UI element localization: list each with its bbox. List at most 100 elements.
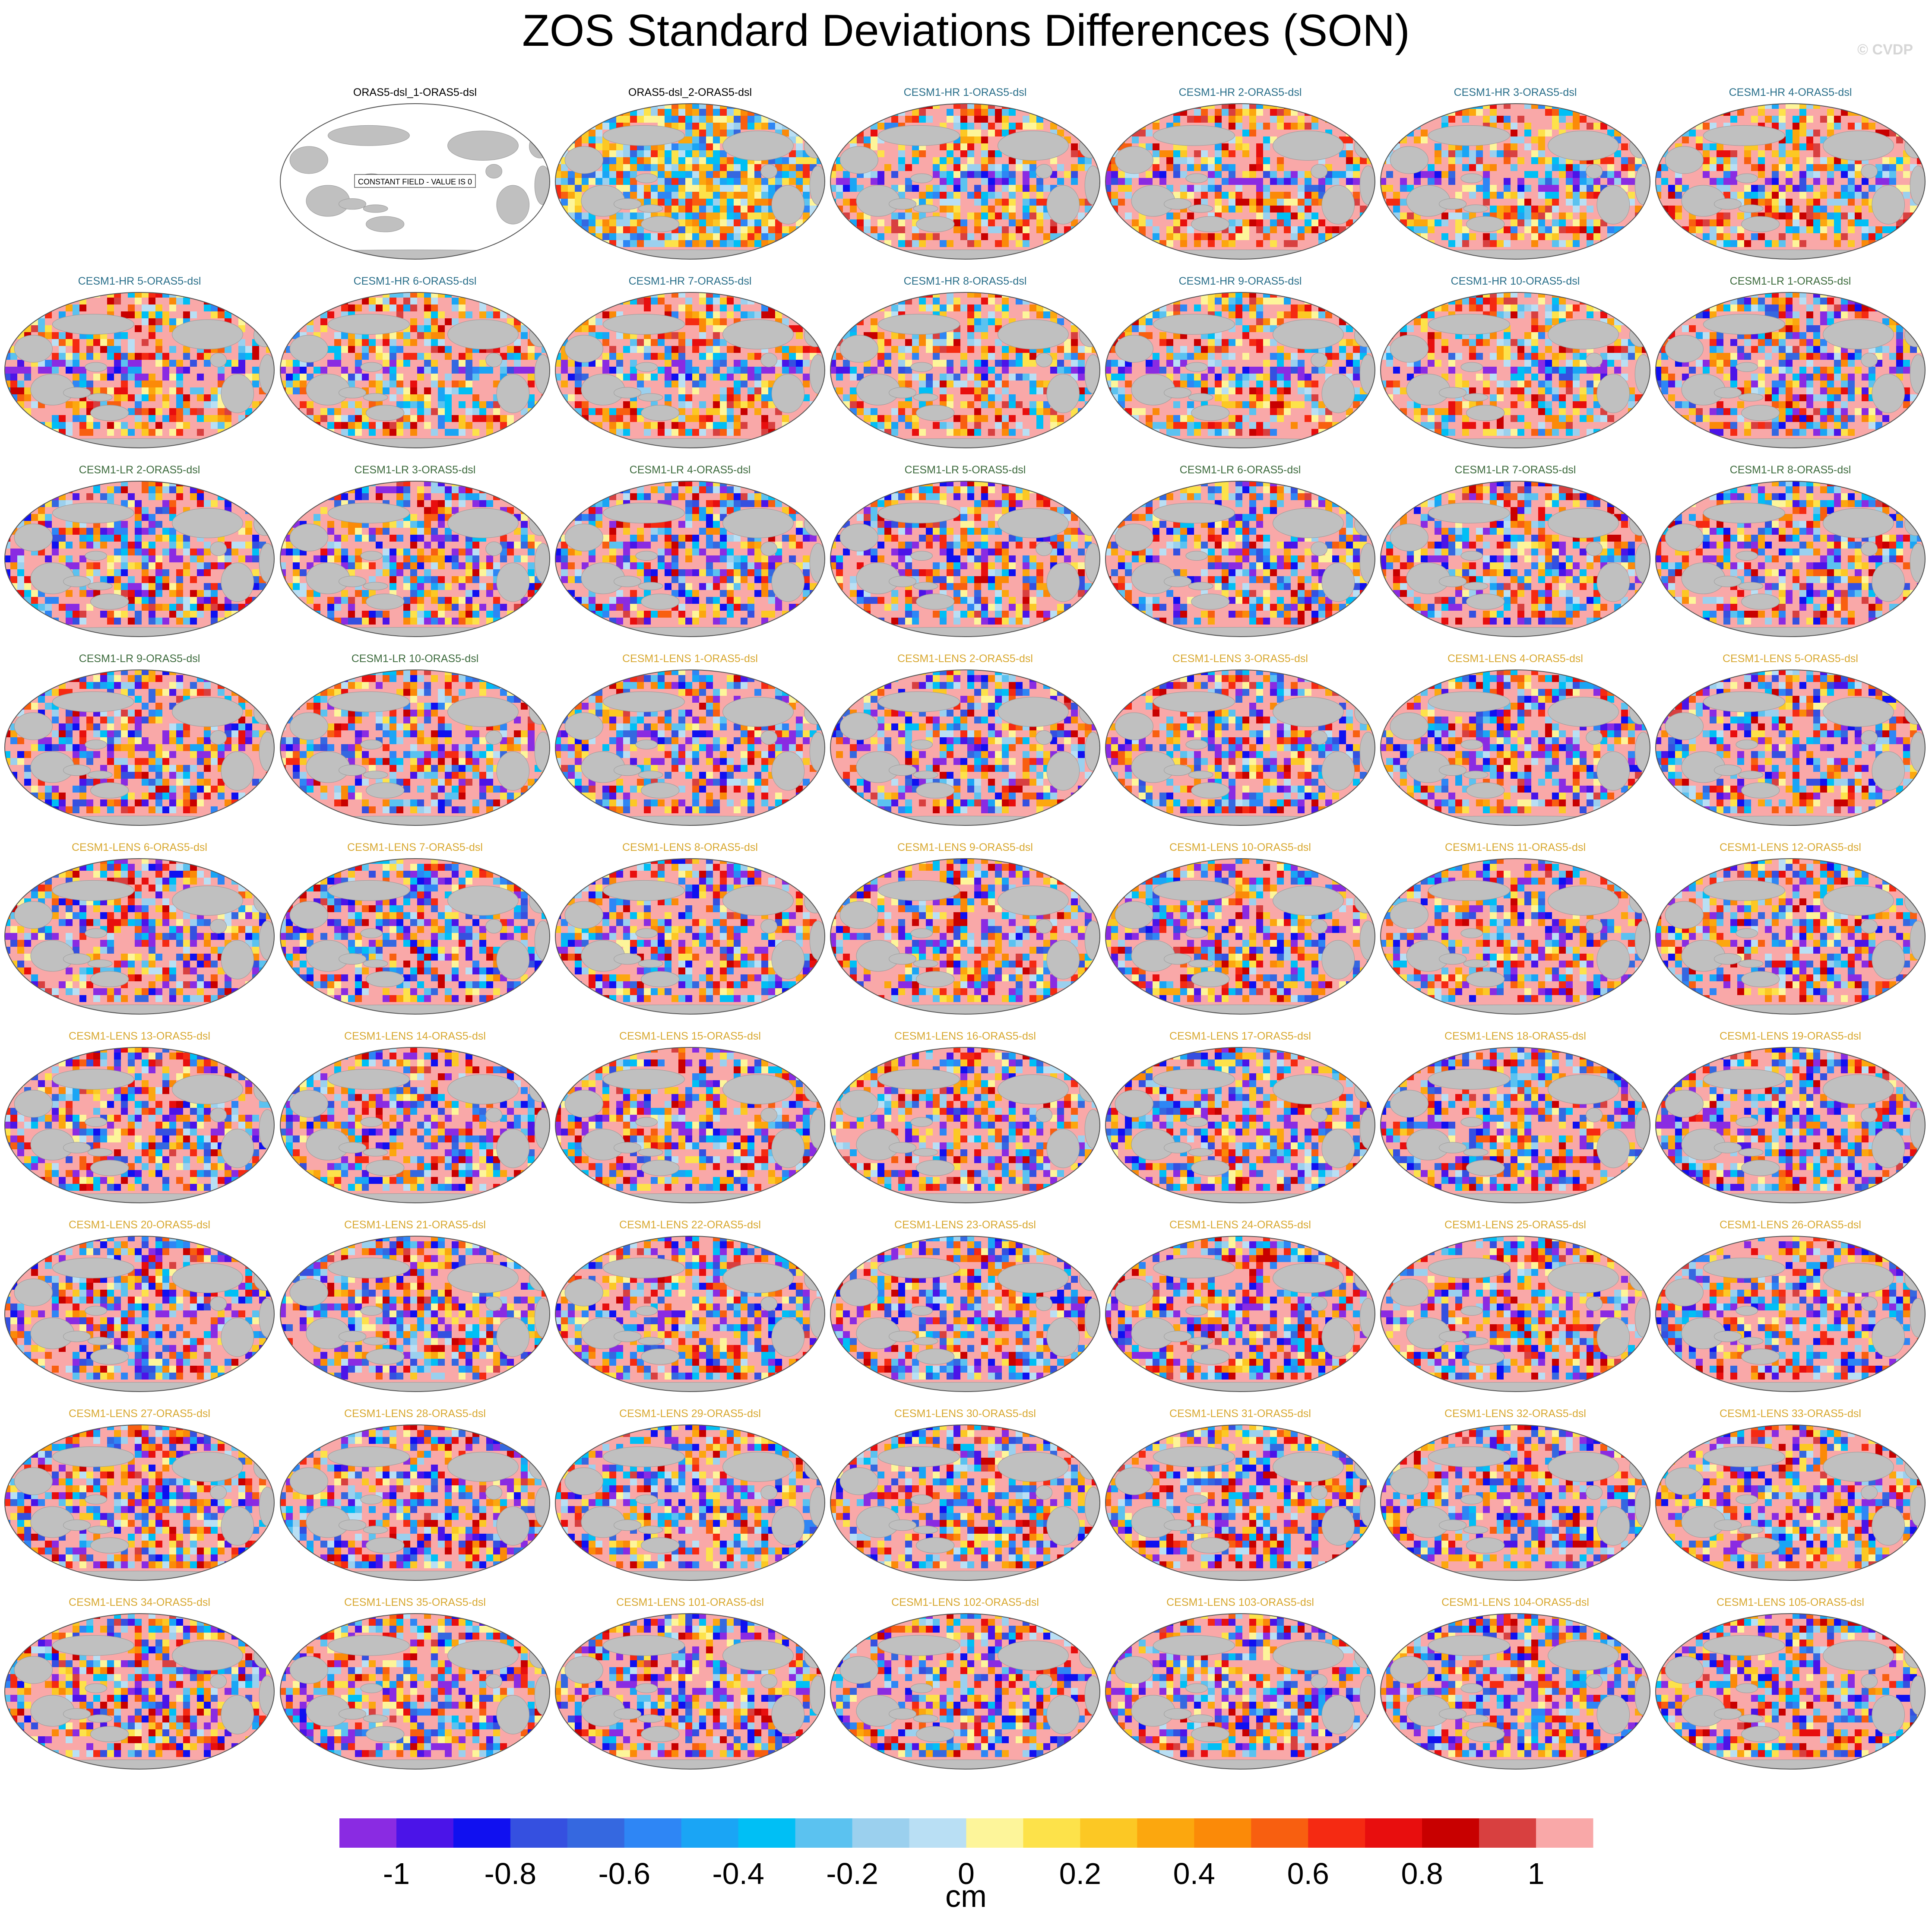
field-cells	[1118, 367, 1360, 381]
land-mass	[635, 173, 658, 184]
field-cells	[905, 171, 1043, 192]
field-cells	[1111, 859, 1360, 995]
land-mass	[259, 1675, 274, 1715]
field-cells	[830, 1248, 1092, 1386]
land-mass	[913, 771, 938, 779]
land-mass	[1460, 1683, 1483, 1694]
field-cells	[1386, 292, 1650, 448]
land-mass	[1910, 1109, 1925, 1149]
land-mass	[641, 405, 680, 421]
land-mass	[760, 352, 778, 368]
panel-title: CESM1-LENS 27-ORAS5-dsl	[69, 1408, 210, 1420]
land-mass	[638, 959, 663, 968]
land-mass	[916, 216, 955, 232]
land-mass	[1910, 920, 1925, 960]
land-mass	[1738, 1148, 1764, 1157]
panel-title: CESM1-LENS 13-ORAS5-dsl	[69, 1030, 210, 1042]
land-mass	[1910, 1675, 1925, 1715]
land-mass	[889, 1519, 917, 1531]
field-cells	[555, 1047, 825, 1198]
land-mass	[1036, 541, 1053, 556]
field-cells	[1159, 171, 1166, 178]
map-outline	[1655, 1424, 1926, 1581]
land-mass	[259, 1487, 274, 1526]
land-mass	[1191, 1537, 1230, 1554]
field-cells	[555, 104, 825, 254]
field-cells	[1668, 298, 1910, 448]
field-cells	[280, 1236, 548, 1386]
land-mass	[327, 691, 410, 712]
land-mass	[221, 751, 254, 791]
land-mass	[809, 1109, 825, 1149]
land-mass	[529, 889, 550, 913]
field-cells	[1656, 1425, 1910, 1561]
land-mass	[638, 393, 663, 402]
field-cells	[1661, 670, 1925, 825]
field-cells	[1118, 1614, 1367, 1757]
land-mass	[1439, 198, 1467, 210]
land-mass	[1428, 314, 1510, 335]
land-mass	[916, 1537, 955, 1554]
land-mass	[90, 1160, 129, 1176]
land-mass	[210, 352, 227, 368]
land-mass	[1354, 889, 1375, 913]
panel-title: CESM1-LR 7-ORAS5-dsl	[1454, 464, 1576, 476]
land-mass	[809, 1487, 825, 1526]
land-mass	[1466, 1348, 1505, 1365]
map-panel: CESM1-LENS 6-ORAS5-dsl	[3, 841, 276, 1015]
land-mass	[259, 543, 274, 583]
land-mass	[1872, 1129, 1905, 1168]
land-mass	[722, 1263, 794, 1293]
land-mass	[1185, 1683, 1208, 1694]
map-panel: CESM1-LENS 102-ORAS5-dsl	[829, 1596, 1101, 1770]
field-cells	[1710, 1255, 1910, 1366]
field-cells	[1105, 1614, 1375, 1764]
land-mass	[1046, 751, 1080, 791]
land-mass	[916, 782, 955, 799]
map-plot	[1655, 103, 1926, 260]
field-cells	[1381, 859, 1642, 1014]
field-cells	[5, 1425, 266, 1580]
panel-title: CESM1-LENS 34-ORAS5-dsl	[69, 1596, 210, 1608]
field-cells	[843, 1047, 1085, 1191]
colorbar-swatch	[396, 1818, 454, 1848]
map-outline	[4, 1236, 275, 1392]
land-mass	[998, 885, 1069, 916]
land-mass	[916, 405, 955, 421]
land-mass	[1321, 1317, 1355, 1357]
map-plot	[1105, 669, 1375, 826]
land-mass	[1115, 1278, 1153, 1307]
land-mass	[1428, 125, 1510, 146]
land-mass	[14, 523, 53, 552]
field-cells	[575, 486, 817, 625]
map-plot	[1380, 858, 1650, 1015]
field-cells	[568, 360, 803, 381]
field-cells	[1270, 367, 1298, 381]
map-plot	[1105, 1236, 1375, 1392]
land-mass	[638, 204, 663, 213]
field-cells	[1381, 171, 1635, 192]
land-mass	[1321, 1506, 1355, 1546]
land-mass	[809, 354, 825, 394]
map-plot	[1380, 292, 1650, 448]
land-mass	[1153, 314, 1235, 335]
land-mass	[877, 314, 960, 335]
field-cells	[555, 507, 825, 637]
field-cells	[1661, 859, 1925, 995]
field-cells	[5, 1425, 274, 1568]
land-mass	[839, 901, 878, 929]
field-cells	[1661, 670, 1924, 820]
land-mass	[1428, 1069, 1510, 1090]
land-mass	[339, 387, 367, 399]
land-mass	[1904, 323, 1925, 347]
panel-title: CESM1-LENS 18-ORAS5-dsl	[1444, 1030, 1586, 1042]
map-plot	[1655, 1613, 1926, 1770]
field-cells	[836, 670, 1100, 820]
panel-title: CESM1-LENS 10-ORAS5-dsl	[1169, 841, 1311, 853]
map-panel: CESM1-LENS 34-ORAS5-dsl	[3, 1596, 276, 1770]
panel-title: CESM1-LENS 8-ORAS5-dsl	[622, 841, 758, 853]
map-outline	[280, 1047, 550, 1203]
land-mass	[638, 1526, 663, 1534]
land-mass	[485, 541, 503, 556]
land-mass	[1466, 782, 1505, 799]
